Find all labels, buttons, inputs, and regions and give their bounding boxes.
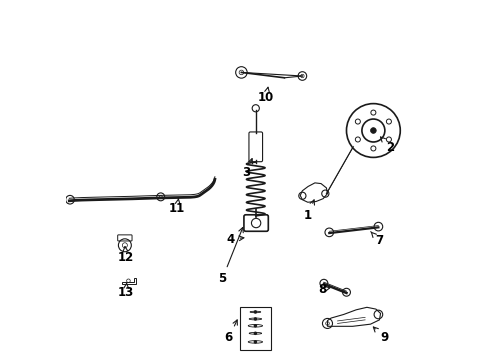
Text: 6: 6 xyxy=(225,320,237,344)
Text: 2: 2 xyxy=(381,137,394,153)
Text: 12: 12 xyxy=(118,247,134,264)
Text: 8: 8 xyxy=(318,283,330,296)
Circle shape xyxy=(254,325,256,327)
Text: 10: 10 xyxy=(258,87,274,104)
Text: 1: 1 xyxy=(304,200,315,222)
Circle shape xyxy=(254,341,256,343)
Circle shape xyxy=(254,318,256,320)
Text: 3: 3 xyxy=(243,159,252,179)
Text: 7: 7 xyxy=(371,231,384,247)
Circle shape xyxy=(254,311,256,313)
Text: 9: 9 xyxy=(373,327,388,344)
Text: 11: 11 xyxy=(169,199,185,215)
Text: 5: 5 xyxy=(218,228,243,285)
Bar xyxy=(240,307,271,350)
Text: 13: 13 xyxy=(118,283,134,300)
Circle shape xyxy=(370,128,376,134)
Circle shape xyxy=(254,332,256,334)
Text: 4: 4 xyxy=(226,233,244,246)
